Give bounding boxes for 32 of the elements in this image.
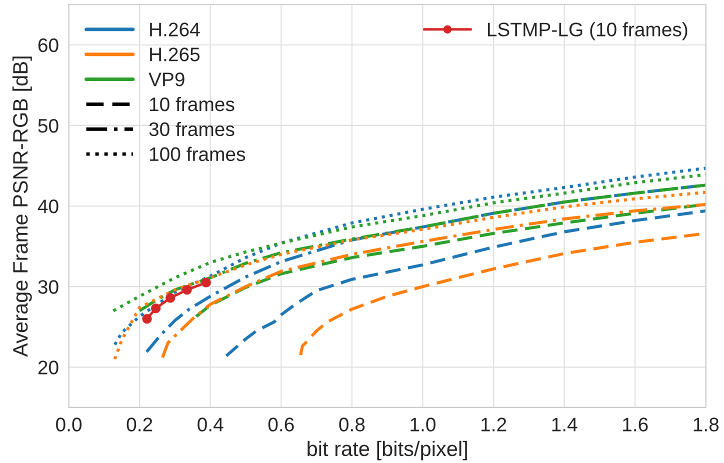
x-tick-label: 1.0 [410,418,436,432]
x-tick-label: 1.4 [552,418,578,432]
x-tick-label: 0.4 [198,418,224,432]
x-tick-label: 1.8 [694,418,719,432]
point [166,293,176,303]
legend-label: VP9 [148,72,184,86]
legend-label: 100 frames [150,146,246,162]
x-tick-label: 0.6 [268,418,294,432]
y-tick-label: 40 [38,200,58,214]
x-tick-label: 1.2 [481,418,506,432]
point [182,284,192,295]
line-series [113,166,706,346]
legend-label: LSTMP-LG (10 frames) [488,22,688,40]
y-tick-label: 20 [38,360,58,374]
point [142,314,152,324]
x-tick-label: 0.2 [126,418,152,432]
y-tick-label: 60 [38,38,58,52]
x-axis-title: bit rate [bits/pixel] [308,440,467,460]
y-tick-label: 50 [38,118,58,133]
line-series [224,209,706,358]
legend-label: H.265 [150,48,200,62]
x-tick-label: 0.0 [56,418,82,432]
point [201,278,211,288]
legend-label: H.264 [150,22,200,36]
y-axis-title: Average Frame PSNR-RGB [dB] [12,56,32,357]
y-tick-label: 30 [38,280,58,294]
legend-label: 10 frames [150,96,234,112]
line-series [161,202,706,360]
legend-label: 30 frames [149,122,234,136]
x-tick-label: 0.8 [339,418,365,432]
x-tick-label: 1.6 [623,418,648,432]
point [150,303,161,314]
